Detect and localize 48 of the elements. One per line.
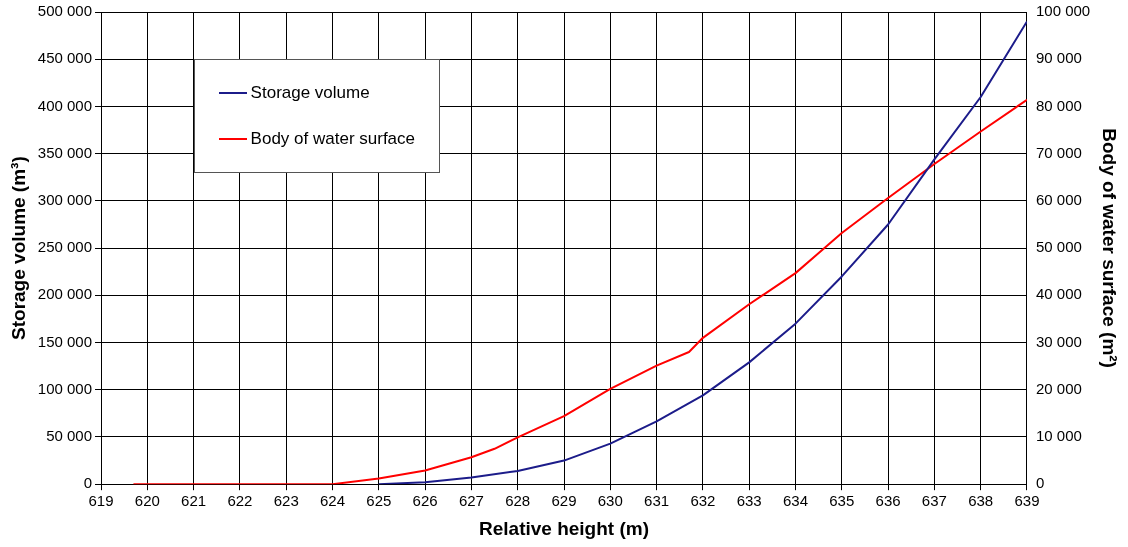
- x-tick-label: 629: [551, 492, 577, 510]
- y-tick-label: 450 000: [37, 49, 93, 67]
- y-tick-label: 500 000: [37, 2, 93, 20]
- x-tick-label: 622: [227, 492, 253, 510]
- y2-tick-label: 60 000: [1035, 191, 1082, 209]
- x-tick-label: 635: [829, 492, 855, 510]
- y2-tick-label: 80 000: [1035, 96, 1082, 114]
- y-tick-label: 400 000: [37, 96, 93, 114]
- legend-label: Body of water surface: [250, 129, 416, 150]
- y-tick-label: 0: [83, 474, 93, 492]
- y-tick-label: 350 000: [37, 143, 93, 161]
- y2-tick-label: 0: [1035, 474, 1045, 492]
- y-axis-title: Storage volume (m³): [7, 156, 29, 340]
- x-tick-label: 634: [782, 492, 809, 510]
- x-tick-label: 636: [875, 492, 901, 510]
- y2-tick-label: 90 000: [1035, 49, 1082, 67]
- y2-tick-label: 50 000: [1035, 238, 1082, 256]
- y2-axis-title: Body of water surface (m²): [1099, 128, 1121, 368]
- y2-tick-label: 20 000: [1035, 379, 1082, 397]
- x-tick-label: 627: [458, 492, 484, 510]
- x-tick-label: 620: [134, 492, 160, 510]
- y-tick-label: 200 000: [37, 285, 93, 303]
- x-tick-label: 631: [644, 492, 670, 510]
- x-tick-label: 621: [181, 492, 207, 510]
- x-tick-label: 624: [319, 492, 346, 510]
- x-tick-label: 637: [921, 492, 947, 510]
- x-tick-label: 625: [366, 492, 392, 510]
- x-tick-label: 623: [273, 492, 299, 510]
- y-tick-label: 250 000: [37, 238, 93, 256]
- x-tick-label: 632: [690, 492, 716, 510]
- x-tick-label: 638: [968, 492, 994, 510]
- x-axis-title: Relative height (m): [479, 517, 649, 539]
- x-tick-label: 626: [412, 492, 438, 510]
- legend-label: Storage volume: [250, 83, 370, 104]
- x-tick-label: 619: [88, 492, 114, 510]
- x-tick-label: 639: [1014, 492, 1040, 510]
- y2-tick-label: 70 000: [1035, 143, 1082, 161]
- x-tick-label: 630: [597, 492, 623, 510]
- y2-tick-label: 40 000: [1035, 285, 1082, 303]
- y-tick-label: 300 000: [37, 191, 93, 209]
- y-tick-label: 150 000: [37, 332, 93, 350]
- x-tick-label: 628: [505, 492, 531, 510]
- y-tick-label: 100 000: [37, 379, 93, 397]
- y2-tick-label: 10 000: [1035, 427, 1082, 445]
- y2-tick-label: 100 000: [1035, 2, 1091, 20]
- y2-tick-label: 30 000: [1035, 332, 1082, 350]
- x-tick-label: 633: [736, 492, 762, 510]
- y-tick-label: 50 000: [46, 427, 93, 445]
